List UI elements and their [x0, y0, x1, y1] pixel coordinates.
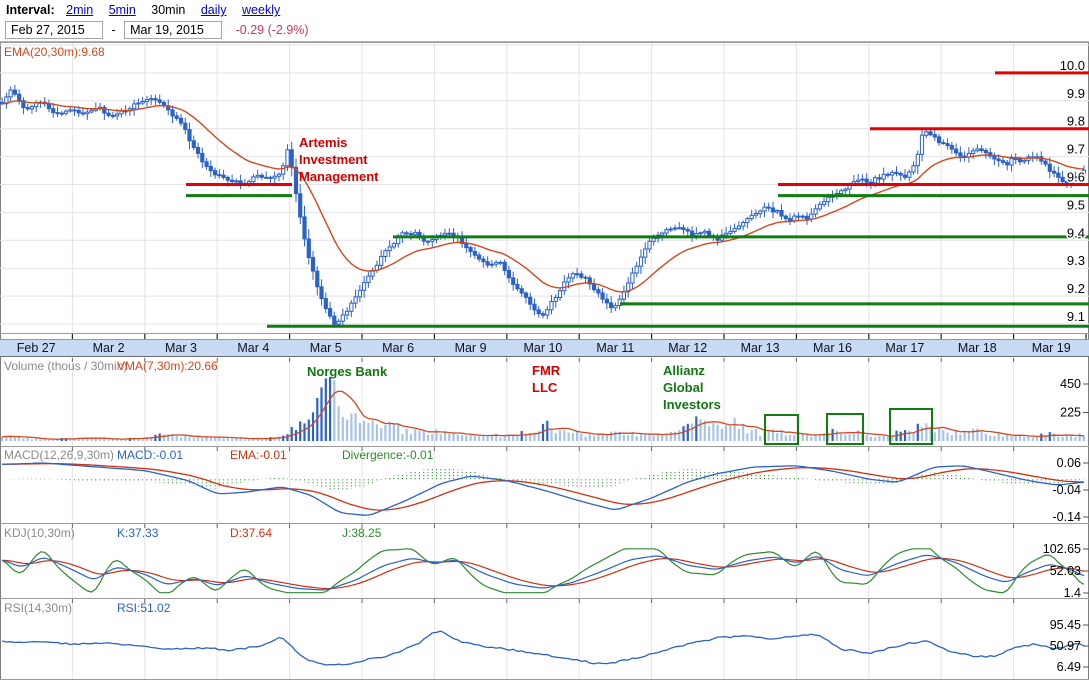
price-tick-label: 9.2 — [1067, 281, 1085, 296]
x-axis-label: Mar 19 — [1031, 341, 1071, 355]
price-tick-label: 9.3 — [1067, 253, 1085, 268]
x-axis-label: Mar 18 — [957, 341, 997, 355]
volume-bars — [1, 377, 1085, 441]
x-axis-label: Mar 17 — [885, 341, 925, 355]
rsi-axis-labels: 95.45 50.97 6.49 — [1050, 618, 1089, 674]
kdj-k-line — [1, 554, 1085, 591]
macd-signal-line — [2, 462, 1084, 511]
price-tick-label: 9.5 — [1067, 197, 1085, 212]
x-axis-label: Mar 12 — [668, 341, 708, 355]
rsi-line — [1, 630, 1085, 666]
macd-axis-labels: 0.06 -0.04 -0.14 — [1053, 456, 1089, 524]
x-axis-label: Mar 9 — [454, 341, 487, 355]
kdj-tick-label: 52.03 — [1050, 564, 1081, 578]
price-tick-label: 9.7 — [1067, 142, 1085, 157]
volume-highlight-box — [826, 413, 864, 445]
x-axis-label: Mar 16 — [813, 341, 852, 355]
panel-borders — [0, 42, 1089, 680]
date-range-row: Feb 27, 2015 - Mar 19, 2015 -0.29 (-2.9%… — [5, 21, 309, 39]
rsi-tick-label: 50.97 — [1050, 639, 1081, 653]
vma-line — [2, 390, 1084, 440]
kdj-d-line — [2, 557, 1085, 590]
price-levels — [186, 71, 1089, 328]
price-tick-label: 9.9 — [1067, 86, 1085, 101]
interval-5min-link[interactable]: 5min — [108, 3, 136, 17]
price-tick-label: 9.4 — [1067, 225, 1085, 240]
kdj-tick-label: 102.65 — [1043, 542, 1081, 556]
x-axis-label: Mar 2 — [92, 341, 125, 355]
interval-row: Interval: 2min 5min 30min daily weekly — [6, 3, 292, 17]
x-axis-label: Mar 4 — [237, 341, 270, 355]
volume-highlight-box — [764, 414, 799, 445]
volume-highlight-boxes — [764, 408, 933, 445]
x-axis-label: Feb 27 — [16, 341, 56, 355]
x-axis-label: Mar 10 — [523, 341, 563, 355]
candles — [0, 84, 1087, 328]
price-tick-label: 9.8 — [1067, 114, 1085, 129]
volume-axis-labels: 450 225 — [1060, 377, 1089, 420]
date-from-input[interactable]: Feb 27, 2015 — [5, 21, 103, 39]
macd-divergence — [5, 468, 1085, 491]
kdj-tick-label: 1.4 — [1064, 586, 1081, 600]
macd-tick-label: 0.06 — [1057, 456, 1081, 470]
x-axis-label: Mar 5 — [309, 341, 342, 355]
rsi-tick-label: 95.45 — [1050, 618, 1081, 632]
x-axis-label: Mar 6 — [382, 341, 415, 355]
date-to-input[interactable]: Mar 19, 2015 — [124, 21, 223, 39]
x-axis-label: Mar 11 — [596, 341, 635, 355]
kdj-axis-labels: 102.65 52.03 1.4 — [1043, 542, 1089, 600]
macd-tick-label: -0.04 — [1053, 483, 1082, 497]
axis-ticks — [71, 334, 1087, 603]
gridlines — [0, 42, 1089, 679]
date-range-separator: - — [111, 23, 116, 37]
volume-highlight-box — [889, 408, 933, 445]
price-tick-label: 9.6 — [1067, 170, 1085, 185]
macd-tick-label: -0.14 — [1053, 510, 1082, 524]
price-axis-labels: 10.0 9.9 9.8 9.7 9.6 9.5 9.4 9.3 9.2 9.1 — [1058, 56, 1086, 325]
price-tick-label: 9.1 — [1067, 309, 1085, 324]
interval-label: Interval: — [6, 3, 55, 17]
macd-line — [2, 462, 1084, 516]
x-axis-date-strip: Feb 27 Mar 2 Mar 3 Mar 4 Mar 5 Mar 6 Mar 9 Mar … — [0, 339, 1089, 357]
volume-tick-label: 225 — [1060, 406, 1081, 420]
price-tick-label: 10.0 — [1060, 58, 1085, 73]
price-change-badge: -0.29 (-2.9%) — [235, 23, 309, 37]
x-axis-label: Mar 3 — [165, 341, 197, 355]
volume-tick-label: 450 — [1060, 377, 1081, 391]
interval-2min-link[interactable]: 2min — [66, 3, 94, 17]
x-axis-label: Mar 13 — [740, 341, 780, 355]
kdj-j-line — [1, 548, 1085, 594]
interval-daily-link[interactable]: daily — [200, 3, 227, 17]
interval-30min-selected[interactable]: 30min — [151, 3, 186, 17]
rsi-tick-label: 6.49 — [1057, 660, 1081, 674]
toolbar: Interval: 2min 5min 30min daily weekly F… — [0, 0, 1089, 42]
interval-weekly-link[interactable]: weekly — [242, 3, 281, 17]
